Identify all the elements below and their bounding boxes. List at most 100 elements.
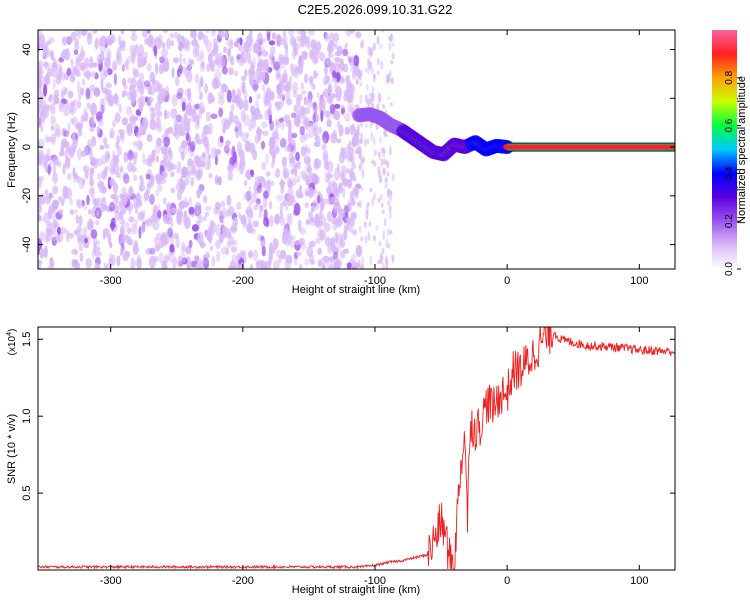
bottom-plot-frame xyxy=(37,326,676,571)
noise-cell xyxy=(295,251,303,257)
noise-cell xyxy=(259,204,264,213)
noise-cell xyxy=(347,179,353,189)
noise-cell xyxy=(145,248,152,255)
noise-cell xyxy=(281,73,288,84)
noise-cell xyxy=(93,198,98,206)
noise-cell xyxy=(360,132,364,141)
noise-cell xyxy=(272,237,277,251)
noise-cell xyxy=(50,232,58,242)
noise-cell xyxy=(197,190,202,195)
noise-cell xyxy=(271,32,277,40)
noise-cell xyxy=(199,75,204,84)
noise-cell xyxy=(88,187,94,196)
top-y-axis: -40 -20 0 20 40 xyxy=(21,43,675,253)
noise-cell xyxy=(76,228,82,242)
noise-cell xyxy=(194,154,200,164)
noise-cell xyxy=(92,248,96,260)
noise-cell xyxy=(242,217,247,229)
noise-cell xyxy=(211,30,216,37)
noise-cell xyxy=(157,210,162,219)
noise-cell xyxy=(156,137,163,147)
noise-cell xyxy=(310,259,315,265)
top-x-tick-label: -100 xyxy=(364,275,386,287)
noise-cell xyxy=(369,61,373,70)
noise-cell xyxy=(329,32,335,43)
noise-cell xyxy=(320,109,324,122)
noise-cell xyxy=(43,83,48,97)
noise-cell xyxy=(255,99,260,110)
top-plot-frame xyxy=(37,29,676,270)
noise-cell xyxy=(118,103,122,114)
noise-cell xyxy=(166,37,171,50)
noise-cell xyxy=(116,255,121,267)
noise-cell xyxy=(170,207,177,214)
noise-cell xyxy=(185,245,192,255)
noise-cell xyxy=(46,40,52,46)
carrier-band-mid xyxy=(507,144,675,150)
noise-cell xyxy=(335,86,342,98)
noise-cell xyxy=(245,132,250,138)
noise-cell xyxy=(302,133,310,140)
noise-cell xyxy=(134,203,139,214)
noise-cell xyxy=(289,237,294,249)
noise-cell xyxy=(146,63,152,72)
noise-cell xyxy=(67,122,71,133)
noise-cell xyxy=(308,30,315,36)
noise-cell xyxy=(312,127,317,137)
noise-cell xyxy=(198,214,203,224)
noise-cell xyxy=(236,201,242,210)
noise-cell xyxy=(387,200,391,207)
noise-cell xyxy=(105,82,112,89)
noise-cell xyxy=(48,192,55,200)
noise-cell xyxy=(358,146,362,153)
noise-cell xyxy=(243,98,249,112)
noise-cell xyxy=(343,90,349,96)
noise-cell xyxy=(306,98,313,109)
noise-cell xyxy=(170,40,175,47)
noise-cell xyxy=(323,198,329,205)
noise-cell xyxy=(248,200,253,206)
noise-cell xyxy=(157,92,164,105)
noise-cell xyxy=(318,102,324,110)
noise-cell xyxy=(99,203,107,213)
noise-cell xyxy=(379,255,383,265)
noise-cell xyxy=(289,36,296,47)
noise-cell xyxy=(214,154,218,166)
noise-cell xyxy=(50,50,54,61)
noise-cell xyxy=(134,43,139,53)
noise-cell xyxy=(38,259,43,266)
noise-cell xyxy=(86,194,90,206)
noise-cell xyxy=(138,225,142,239)
noise-cell xyxy=(66,146,72,153)
noise-cell xyxy=(279,211,284,219)
noise-cell xyxy=(173,118,179,131)
noise-cell xyxy=(261,84,266,92)
noise-cell xyxy=(54,222,60,228)
noise-cell xyxy=(98,37,103,48)
noise-cell xyxy=(162,153,169,162)
noise-cell xyxy=(175,76,180,87)
noise-cell xyxy=(89,126,95,133)
noise-cell xyxy=(179,87,184,94)
noise-cell xyxy=(268,140,274,148)
noise-cell xyxy=(291,177,297,186)
noise-cell xyxy=(102,97,106,109)
noise-cell xyxy=(133,174,138,182)
noise-cell xyxy=(326,211,333,222)
noise-cell xyxy=(300,106,307,115)
noise-cell xyxy=(72,167,76,178)
noise-cell xyxy=(391,255,395,263)
noise-cell xyxy=(176,92,183,100)
noise-cell xyxy=(94,37,99,50)
noise-cell xyxy=(176,167,181,174)
noise-cell xyxy=(78,91,82,101)
noise-cell xyxy=(121,199,127,206)
noise-cell xyxy=(154,62,159,75)
noise-cell xyxy=(252,220,259,228)
noise-cell xyxy=(67,232,75,239)
noise-cell xyxy=(227,205,235,216)
noise-cell xyxy=(206,229,213,242)
noise-cell xyxy=(155,189,159,197)
noise-cell xyxy=(326,173,334,179)
noise-cell xyxy=(153,256,159,263)
